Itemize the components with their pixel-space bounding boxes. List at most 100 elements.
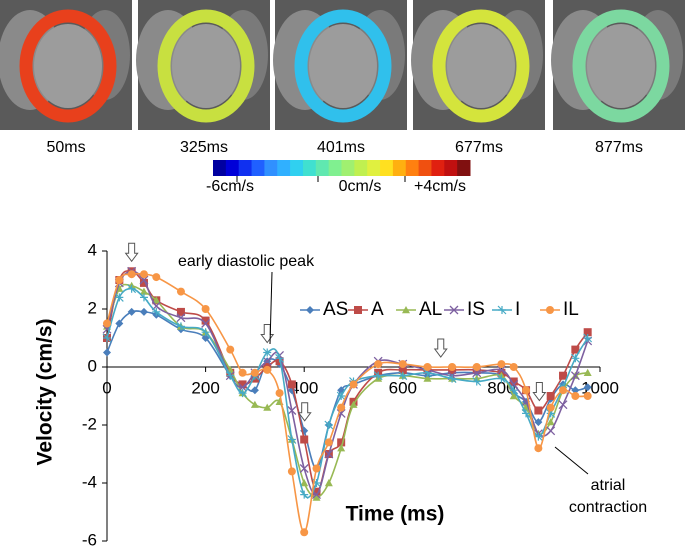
- marker: [127, 307, 136, 316]
- colorbar-cell: [354, 160, 368, 176]
- marker: [225, 371, 235, 381]
- marker: [583, 383, 592, 392]
- marker: [336, 391, 346, 401]
- blood-pool: [34, 24, 102, 108]
- marker: [472, 368, 482, 378]
- marker: [534, 406, 543, 415]
- frame-label: 50ms: [46, 139, 85, 156]
- marker: [374, 360, 383, 369]
- marker: [152, 296, 161, 304]
- marker: [337, 438, 346, 447]
- marker: [534, 444, 543, 453]
- marker: [349, 400, 358, 408]
- marker: [152, 273, 161, 282]
- marker: [349, 380, 358, 389]
- highlight-arrow: [532, 382, 547, 402]
- marker: [522, 386, 531, 395]
- marker: [275, 353, 284, 363]
- marker: [546, 392, 555, 400]
- marker: [558, 400, 568, 410]
- marker: [250, 368, 259, 377]
- colorbar-label: +4cm/s: [414, 178, 466, 195]
- marker: [509, 392, 518, 400]
- colorbar-cell: [405, 160, 420, 176]
- marker: [263, 365, 272, 374]
- myocardium-ring: [572, 9, 670, 123]
- colorbar-label: 0cm/s: [339, 178, 382, 195]
- marker: [312, 464, 321, 473]
- mri-frame: [136, 0, 270, 130]
- marker: [238, 388, 247, 398]
- legend-label: IS: [467, 299, 485, 320]
- legend-label: AS: [323, 299, 348, 320]
- marker: [299, 464, 309, 473]
- y-tick-label: 0: [88, 356, 97, 375]
- marker: [354, 306, 362, 314]
- marker: [299, 490, 309, 500]
- marker: [300, 479, 309, 487]
- marker: [496, 365, 506, 375]
- blood-pool: [172, 24, 240, 108]
- marker: [398, 365, 407, 374]
- x-tick-label: 1000: [581, 378, 619, 397]
- y-tick-label: 4: [88, 240, 97, 259]
- marker: [496, 374, 506, 384]
- legend-label: A: [371, 299, 384, 320]
- marker: [102, 333, 112, 343]
- marker: [583, 333, 593, 343]
- marker: [449, 305, 459, 315]
- x-tick-label: 200: [191, 378, 219, 397]
- marker: [176, 307, 185, 316]
- annotation-pointer: [269, 271, 273, 345]
- marker: [509, 363, 518, 371]
- marker: [139, 278, 148, 287]
- colorbar-cell: [213, 160, 227, 176]
- myocardium-ring: [432, 9, 530, 123]
- marker: [497, 305, 507, 315]
- highlight-arrow: [433, 338, 448, 358]
- mri-frame: [273, 0, 407, 130]
- x-tick-label: 0: [102, 378, 111, 397]
- marker: [373, 371, 383, 381]
- marker: [287, 467, 296, 476]
- y-tick-label: 2: [88, 298, 97, 317]
- marker: [127, 284, 137, 294]
- annotation: early diastolic peak: [178, 253, 315, 270]
- blood-pool: [309, 24, 377, 108]
- colorbar-cell: [444, 160, 458, 176]
- marker: [139, 275, 149, 285]
- colorbar-cell: [341, 160, 355, 176]
- x-tick-label: 600: [389, 378, 417, 397]
- marker: [583, 392, 592, 400]
- blood-pool: [587, 24, 655, 108]
- x-axis-title: Time (ms): [346, 503, 445, 526]
- marker: [571, 392, 580, 400]
- marker: [423, 363, 432, 371]
- marker: [472, 377, 482, 386]
- marker: [176, 321, 186, 331]
- marker: [509, 377, 518, 386]
- colorbar-cell: [457, 160, 471, 176]
- marker: [262, 356, 272, 366]
- marker: [115, 319, 124, 328]
- marker: [534, 418, 543, 427]
- marker: [472, 363, 481, 371]
- marker: [571, 345, 580, 354]
- colorbar-cell: [392, 160, 407, 176]
- legend-label: I: [515, 299, 520, 320]
- x-tick-label: 400: [290, 378, 318, 397]
- marker: [139, 292, 149, 302]
- marker: [312, 490, 321, 500]
- frame-label: 877ms: [595, 139, 643, 156]
- marker: [127, 270, 136, 279]
- y-axis-title: Velocity (cm/s): [34, 318, 57, 465]
- y-tick-label: -4: [82, 472, 97, 491]
- annotation: atrial: [591, 477, 626, 494]
- marker: [275, 389, 284, 398]
- colorbar-cell: [251, 160, 265, 176]
- marker: [262, 348, 272, 357]
- legend-label: IL: [563, 299, 579, 320]
- marker: [312, 487, 321, 496]
- marker: [583, 368, 592, 376]
- marker: [324, 449, 334, 459]
